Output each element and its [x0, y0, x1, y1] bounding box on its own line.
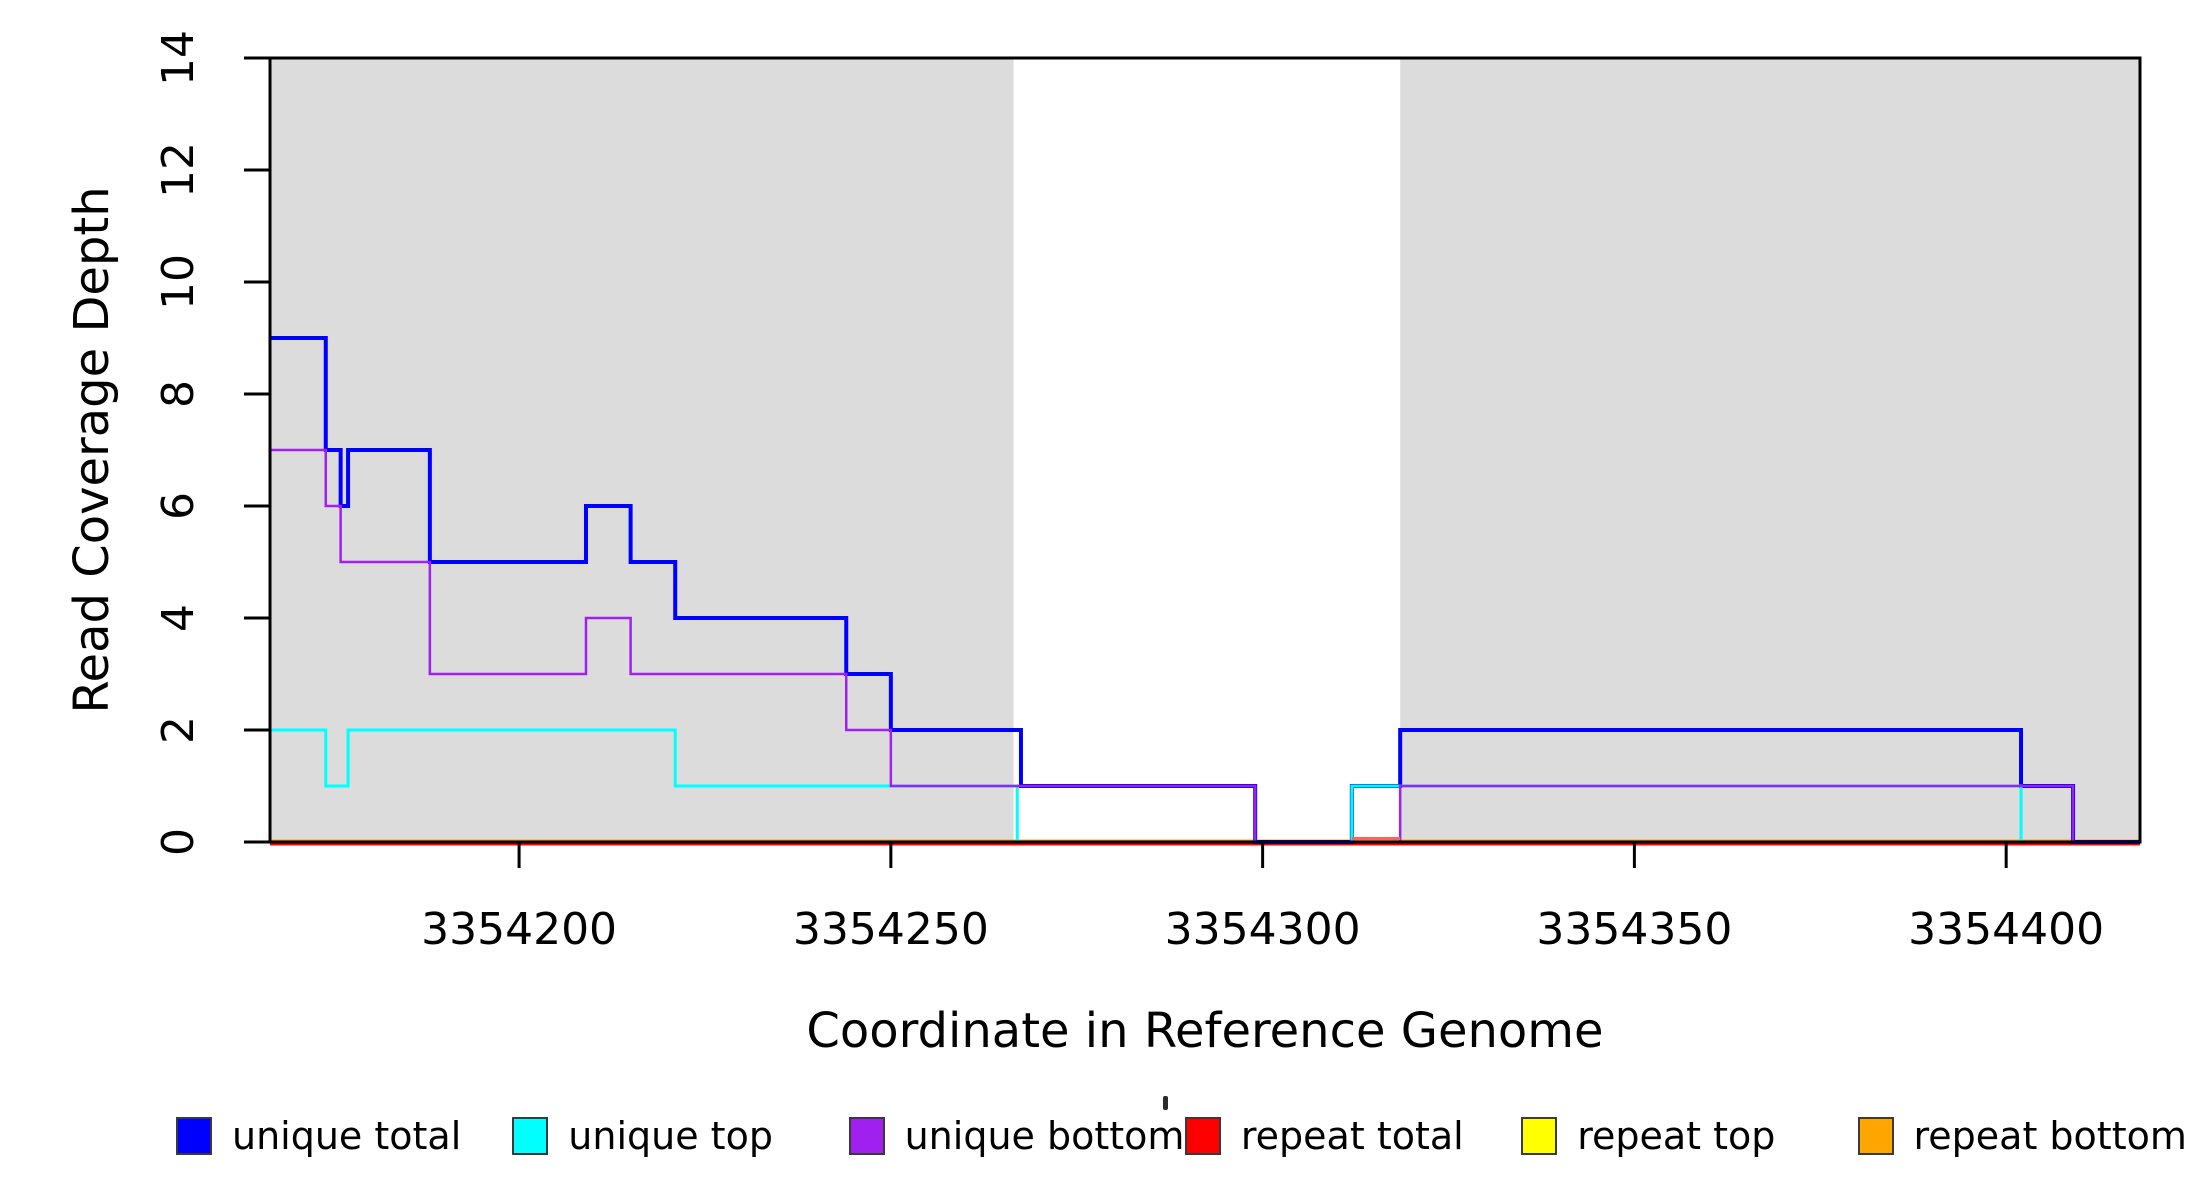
- legend-item-repeat-top: repeat top: [1521, 1110, 1775, 1162]
- legend-label: repeat top: [1577, 1114, 1776, 1158]
- right-shaded-region: [1400, 58, 2140, 842]
- legend-swatch-repeat-bottom: [1857, 1117, 1894, 1155]
- legend-item-repeat-bottom: repeat bottom: [1857, 1110, 2187, 1162]
- x-axis-tick-label: 3354350: [1536, 904, 1732, 955]
- y-axis-title: Read Coverage Depth: [64, 186, 120, 714]
- stray-ink-mark: [1163, 1096, 1168, 1110]
- legend-label: unique top: [568, 1114, 773, 1158]
- legend-swatch-repeat-top: [1521, 1117, 1558, 1155]
- legend-swatch-repeat-total: [1184, 1117, 1221, 1155]
- x-axis-tick-label: 3354400: [1908, 904, 2104, 955]
- series-line-unique-bottom: [270, 448, 2140, 844]
- x-axis-tick-label: 3354300: [1165, 904, 1361, 955]
- legend-swatch-unique-bottom: [848, 1117, 885, 1155]
- series-line-unique-total: [270, 336, 2140, 844]
- legend-swatch-unique-total: [176, 1117, 212, 1155]
- legend-label: repeat bottom: [1913, 1114, 2187, 1158]
- y-axis-tick-label: 12: [153, 142, 204, 198]
- y-axis-tick-label: 8: [153, 380, 204, 408]
- y-axis-tick-label: 10: [153, 254, 204, 310]
- legend-item-unique-bottom: unique bottom: [848, 1110, 1185, 1162]
- legend-item-repeat-total: repeat total: [1184, 1110, 1464, 1162]
- legend-label: repeat total: [1240, 1114, 1464, 1158]
- legend-label: unique total: [232, 1114, 462, 1158]
- y-axis-tick-label: 4: [153, 604, 204, 632]
- legend-item-unique-total: unique total: [176, 1110, 461, 1162]
- plot-box: [268, 56, 2142, 844]
- legend-label: unique bottom: [904, 1114, 1185, 1158]
- y-axis-tick-label: 6: [153, 492, 204, 520]
- legend-swatch-unique-top: [512, 1117, 549, 1155]
- legend-item-unique-top: unique top: [512, 1110, 773, 1162]
- chart-legend: unique total unique top unique bottom repea…: [0, 1110, 2200, 1162]
- x-axis-title: Coordinate in Reference Genome: [806, 1003, 1604, 1059]
- y-axis-tick-label: 14: [153, 30, 204, 86]
- y-axis-tick-label: 0: [153, 828, 204, 856]
- x-axis-tick-label: 3354250: [793, 904, 989, 955]
- y-axis-tick-label: 2: [153, 716, 204, 744]
- x-axis-tick-label: 3354200: [421, 904, 617, 955]
